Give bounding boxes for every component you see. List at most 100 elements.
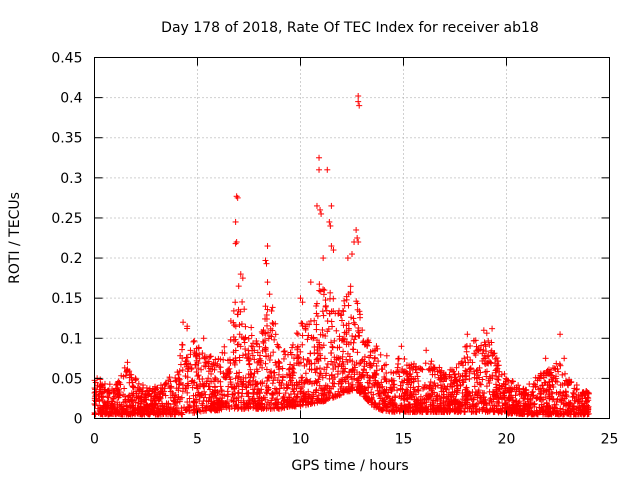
data-point xyxy=(349,251,355,258)
x-axis-tick-labels: 0 5 10 15 20 25 xyxy=(90,432,618,448)
data-point xyxy=(177,361,184,368)
y-tick-label: 0.45 xyxy=(51,51,82,67)
data-point xyxy=(246,360,253,367)
data-point xyxy=(234,379,241,386)
data-point xyxy=(394,387,401,394)
x-axis-label: GPS time / hours xyxy=(291,458,408,474)
data-point xyxy=(331,337,338,344)
data-point xyxy=(216,363,223,370)
data-point xyxy=(395,355,402,362)
data-point xyxy=(328,202,335,209)
x-tick-label: 0 xyxy=(90,432,99,448)
data-point xyxy=(327,289,334,296)
y-tick-label: 0.3 xyxy=(60,171,82,187)
data-point xyxy=(289,344,296,351)
data-point xyxy=(307,279,314,286)
data-point xyxy=(356,360,363,367)
data-point xyxy=(241,306,248,313)
data-point xyxy=(486,388,493,395)
data-point xyxy=(489,325,496,332)
y-tick-label: 0.35 xyxy=(51,131,82,147)
data-point xyxy=(422,360,429,367)
data-point xyxy=(495,399,502,406)
data-point xyxy=(317,206,324,213)
data-point xyxy=(554,378,561,385)
data-point xyxy=(264,243,271,250)
data-point xyxy=(263,260,270,267)
data-point xyxy=(428,358,435,365)
data-point xyxy=(354,235,361,241)
data-point xyxy=(393,369,400,376)
data-point xyxy=(166,374,173,381)
data-point xyxy=(343,296,350,303)
data-point xyxy=(239,352,246,359)
data-point xyxy=(304,336,311,343)
data-point xyxy=(269,304,276,311)
data-point xyxy=(244,390,251,397)
data-point xyxy=(316,281,323,288)
y-tick-label: 0.2 xyxy=(60,251,82,267)
data-point xyxy=(235,283,242,290)
data-point xyxy=(557,331,564,338)
data-point xyxy=(531,400,538,407)
data-point xyxy=(202,391,209,398)
data-point xyxy=(322,303,329,310)
data-points xyxy=(91,93,592,418)
data-point xyxy=(321,287,328,294)
data-point xyxy=(271,336,278,343)
data-point xyxy=(383,352,390,359)
y-axis-label: ROTI / TECUs xyxy=(7,192,23,284)
data-point xyxy=(353,226,360,233)
data-point xyxy=(281,348,288,355)
data-point xyxy=(357,314,364,321)
data-point xyxy=(480,327,487,334)
data-point xyxy=(557,405,564,412)
data-point xyxy=(420,385,427,392)
data-point xyxy=(245,335,252,342)
data-point xyxy=(573,382,580,389)
y-tick-label: 0.25 xyxy=(51,211,82,227)
data-point xyxy=(221,343,228,350)
data-point xyxy=(323,307,330,314)
data-point xyxy=(459,358,466,365)
data-point xyxy=(217,368,224,375)
data-point xyxy=(313,326,320,333)
data-point xyxy=(327,339,334,346)
data-point xyxy=(316,154,323,161)
data-point xyxy=(190,338,197,345)
data-point xyxy=(461,408,468,415)
data-point xyxy=(293,330,300,337)
data-point xyxy=(320,312,327,319)
data-point xyxy=(291,355,298,362)
data-point xyxy=(352,333,359,340)
data-point xyxy=(326,218,333,225)
data-point xyxy=(345,302,352,309)
data-point xyxy=(569,394,576,401)
data-point xyxy=(355,239,362,246)
data-point xyxy=(494,376,501,383)
data-point xyxy=(264,322,271,329)
data-point xyxy=(262,360,269,367)
data-point xyxy=(313,202,320,209)
data-point xyxy=(355,93,362,100)
data-point xyxy=(347,283,354,290)
data-point xyxy=(241,339,248,346)
data-point xyxy=(326,295,333,302)
data-point xyxy=(463,348,470,355)
data-point xyxy=(97,376,104,383)
data-point xyxy=(561,355,568,362)
data-point xyxy=(561,370,568,377)
data-point xyxy=(483,330,490,337)
data-point xyxy=(239,298,246,305)
data-point xyxy=(307,350,314,357)
data-point xyxy=(232,218,239,225)
x-tick-label: 5 xyxy=(193,432,202,448)
data-point xyxy=(312,369,319,376)
data-point xyxy=(333,327,340,334)
data-point xyxy=(398,343,405,350)
data-point xyxy=(485,337,492,344)
data-point xyxy=(212,374,219,381)
data-point xyxy=(324,166,331,173)
data-point xyxy=(314,313,321,320)
